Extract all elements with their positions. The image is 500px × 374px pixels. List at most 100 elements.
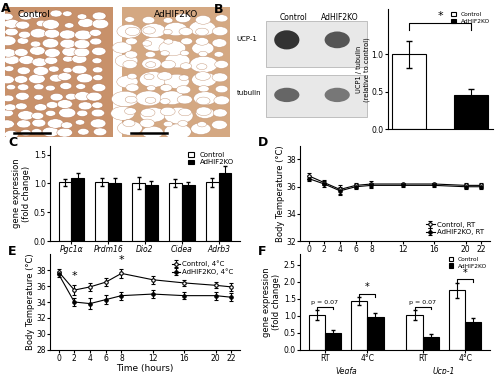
Circle shape	[16, 103, 27, 110]
Circle shape	[111, 107, 134, 120]
Circle shape	[30, 46, 45, 55]
Circle shape	[214, 96, 230, 105]
Circle shape	[94, 128, 107, 136]
Circle shape	[123, 60, 137, 68]
Circle shape	[19, 12, 33, 20]
Bar	[169, 183, 182, 241]
Circle shape	[214, 52, 224, 57]
Circle shape	[124, 108, 136, 114]
Circle shape	[176, 86, 190, 94]
Circle shape	[190, 56, 218, 73]
Bar	[218, 173, 232, 241]
Circle shape	[212, 120, 227, 129]
Circle shape	[2, 95, 14, 102]
Circle shape	[212, 73, 228, 82]
Circle shape	[117, 24, 141, 38]
Ellipse shape	[324, 31, 350, 48]
Circle shape	[33, 67, 48, 76]
Circle shape	[32, 112, 44, 119]
Circle shape	[216, 86, 228, 93]
Bar	[392, 54, 426, 129]
Circle shape	[19, 56, 34, 64]
Circle shape	[164, 74, 189, 89]
Circle shape	[140, 71, 167, 88]
Bar	[122, 7, 230, 137]
Circle shape	[62, 11, 72, 16]
Text: Control: Control	[280, 13, 307, 22]
Circle shape	[72, 65, 87, 74]
Bar	[351, 301, 368, 350]
Circle shape	[4, 56, 20, 64]
Circle shape	[14, 49, 28, 56]
Circle shape	[145, 97, 156, 103]
Circle shape	[36, 20, 48, 27]
Text: B: B	[214, 3, 224, 16]
Circle shape	[180, 50, 189, 56]
Text: C: C	[8, 137, 18, 149]
Circle shape	[74, 48, 90, 57]
Circle shape	[212, 27, 228, 36]
Circle shape	[75, 92, 90, 101]
Text: *: *	[72, 272, 77, 281]
Circle shape	[177, 95, 192, 104]
Circle shape	[42, 127, 59, 137]
Circle shape	[18, 31, 30, 38]
Circle shape	[58, 73, 71, 80]
Circle shape	[142, 16, 155, 24]
Circle shape	[143, 27, 156, 34]
Circle shape	[20, 129, 31, 136]
X-axis label: Time (hours): Time (hours)	[116, 364, 173, 373]
Circle shape	[196, 107, 211, 116]
Circle shape	[159, 40, 186, 56]
Bar	[132, 183, 145, 241]
Circle shape	[164, 124, 191, 140]
Circle shape	[86, 92, 102, 101]
Text: E: E	[8, 245, 16, 258]
Circle shape	[18, 84, 29, 91]
Circle shape	[5, 28, 18, 36]
Circle shape	[160, 50, 170, 56]
Circle shape	[44, 29, 60, 38]
Circle shape	[66, 94, 77, 100]
Circle shape	[60, 83, 72, 89]
Circle shape	[72, 55, 87, 63]
Circle shape	[146, 86, 156, 91]
Bar	[422, 337, 439, 350]
Circle shape	[178, 108, 192, 116]
Circle shape	[146, 62, 156, 67]
Text: p = 0.07: p = 0.07	[312, 300, 338, 306]
Circle shape	[140, 107, 166, 122]
Circle shape	[42, 39, 58, 48]
Circle shape	[57, 128, 72, 137]
Circle shape	[142, 41, 152, 46]
Circle shape	[44, 49, 60, 57]
Circle shape	[194, 92, 216, 105]
Circle shape	[164, 18, 173, 23]
Y-axis label: Body Temperature (°C): Body Temperature (°C)	[276, 145, 284, 242]
Circle shape	[2, 110, 14, 117]
Circle shape	[18, 111, 34, 120]
Legend: Control, AdHIF2KO: Control, AdHIF2KO	[185, 149, 236, 168]
Circle shape	[16, 21, 30, 29]
Circle shape	[142, 126, 163, 138]
Text: AdHIF2KO: AdHIF2KO	[154, 10, 198, 19]
Circle shape	[175, 13, 191, 22]
Y-axis label: gene expression
(fold change): gene expression (fold change)	[12, 159, 31, 229]
Text: tubulin: tubulin	[236, 90, 261, 96]
Circle shape	[63, 68, 72, 73]
Text: Control: Control	[18, 10, 50, 19]
Circle shape	[0, 36, 16, 46]
Circle shape	[32, 119, 46, 127]
Bar	[206, 182, 218, 241]
Circle shape	[196, 38, 208, 45]
Circle shape	[164, 22, 188, 36]
Circle shape	[198, 86, 209, 92]
Bar	[58, 182, 71, 241]
Text: D: D	[258, 137, 268, 149]
Circle shape	[142, 37, 167, 51]
Circle shape	[4, 131, 18, 138]
Circle shape	[126, 27, 140, 36]
Circle shape	[125, 96, 137, 103]
Circle shape	[164, 107, 193, 124]
Circle shape	[178, 120, 188, 126]
